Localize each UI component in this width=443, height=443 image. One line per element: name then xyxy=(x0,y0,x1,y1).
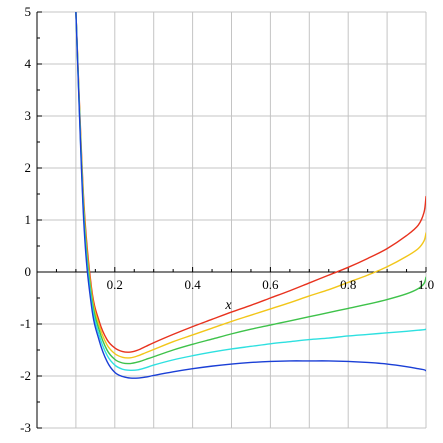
x-tick-label: 1.0 xyxy=(418,277,434,292)
y-tick-label: 5 xyxy=(25,4,32,19)
series-line-3 xyxy=(75,12,426,365)
x-tick-label: 0.8 xyxy=(340,277,356,292)
tick-marks xyxy=(37,11,427,429)
series-line-5 xyxy=(75,12,426,379)
series-line-2 xyxy=(75,12,426,359)
x-tick-label: 0.4 xyxy=(184,277,201,292)
series-line-4 xyxy=(75,12,426,372)
x-tick-label: 0.2 xyxy=(107,277,123,292)
y-tick-label: -3 xyxy=(20,420,31,435)
y-tick-label: -1 xyxy=(20,316,31,331)
series-group xyxy=(75,12,426,379)
series-line-1 xyxy=(75,12,426,353)
tick-labels: 0.2 0.4 0.6 0.8 1.0 -3 -2 -1 0 1 2 3 4 5 xyxy=(20,4,434,435)
x-axis-label: x xyxy=(224,298,232,313)
grid xyxy=(37,11,427,429)
x-tick-label: 0.6 xyxy=(262,277,279,292)
y-tick-label: -2 xyxy=(20,368,31,383)
y-tick-label: 4 xyxy=(25,56,32,71)
y-tick-label: 0 xyxy=(25,264,32,279)
y-tick-label: 1 xyxy=(25,212,32,227)
y-tick-label: 3 xyxy=(25,108,32,123)
y-tick-label: 2 xyxy=(25,160,32,175)
